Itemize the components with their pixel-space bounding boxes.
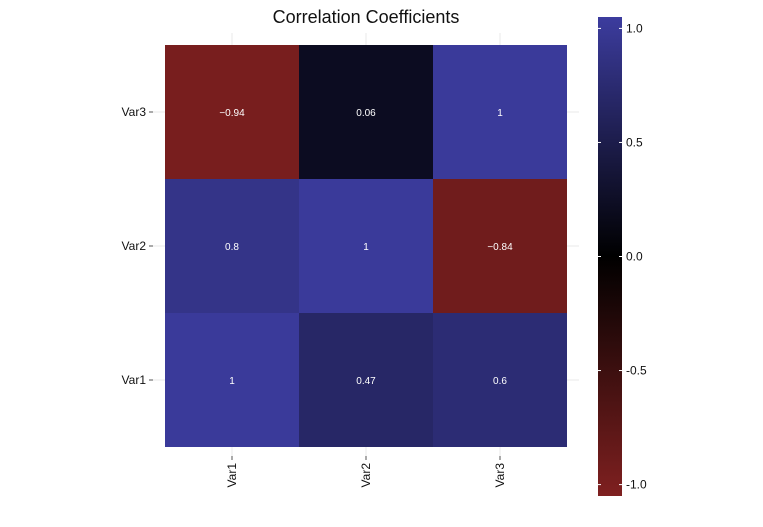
cell-value-label: 0.8 xyxy=(225,242,239,253)
legend-tick-label: -1.0 xyxy=(626,478,647,492)
heatmap-cell xyxy=(433,313,567,447)
cell-value-label: −0.94 xyxy=(219,108,245,119)
heatmap-cell xyxy=(299,313,433,447)
legend-tick-label: 1.0 xyxy=(626,21,643,35)
cell-value-label: 0.6 xyxy=(493,376,507,387)
heatmap-cell xyxy=(299,45,433,179)
heatmap-cell xyxy=(165,45,299,179)
x-axis-tick-label: Var2 xyxy=(359,463,373,488)
legend-colorbar xyxy=(598,17,622,496)
heatmap-cells xyxy=(165,45,567,447)
heatmap-cell xyxy=(433,179,567,313)
chart-title: Correlation Coefficients xyxy=(273,7,460,27)
legend-tick-label: 0.0 xyxy=(626,250,643,264)
heatmap-cell xyxy=(165,179,299,313)
heatmap-cell xyxy=(433,45,567,179)
heatmap-cell xyxy=(165,313,299,447)
x-axis-tick-label: Var1 xyxy=(225,463,239,488)
cell-value-label: 1 xyxy=(363,242,369,253)
axes: Var1 Var2 Var3 Var1 Var2 Var3 xyxy=(122,105,507,487)
x-axis-tick-label: Var3 xyxy=(493,463,507,488)
cell-labels: 1 0.47 0.6 0.8 1 −0.84 −0.94 0.06 1 xyxy=(219,108,513,387)
cell-value-label: −0.84 xyxy=(487,242,513,253)
cell-value-label: 1 xyxy=(229,376,235,387)
y-axis-tick-label: Var2 xyxy=(122,239,147,253)
y-axis-tick-label: Var3 xyxy=(122,105,147,119)
color-legend: 1.0 0.5 0.0 -0.5 -1.0 xyxy=(598,17,647,496)
heatmap-cell xyxy=(299,179,433,313)
cell-value-label: 1 xyxy=(497,108,503,119)
cell-value-label: 0.47 xyxy=(356,376,376,387)
legend-tick-label: -0.5 xyxy=(626,364,647,378)
cell-value-label: 0.06 xyxy=(356,108,376,119)
y-axis-tick-label: Var1 xyxy=(122,373,147,387)
legend-tick-label: 0.5 xyxy=(626,135,643,149)
